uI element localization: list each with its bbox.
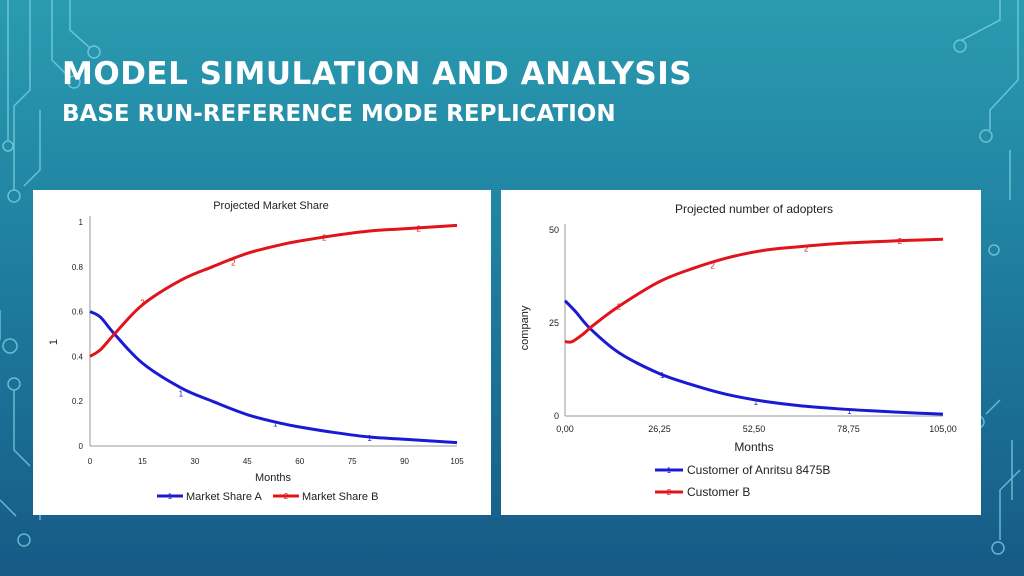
x-tick-label: 0,00 (556, 424, 574, 434)
series-marker-label: 1 (660, 371, 665, 380)
x-tick-label: 30 (190, 457, 199, 466)
x-tick-label: 26,25 (648, 424, 671, 434)
legend-marker-b: 2 (667, 488, 672, 497)
x-tick-label: 75 (348, 457, 357, 466)
series-marker-label: 2 (322, 234, 327, 243)
x-tick-label: 0 (88, 457, 93, 466)
adopters-chart-panel: Projected number of adopters company Mon… (501, 190, 981, 515)
legend: 1 Customer of Anritsu 8475B 2 Customer B (655, 463, 830, 499)
series-marker-label: 2 (898, 237, 903, 246)
market-share-chart: Projected Market Share 1 Months 1 Market… (48, 200, 464, 503)
x-tick-label: 90 (400, 457, 409, 466)
adopters-chart: Projected number of adopters company Mon… (519, 202, 957, 499)
x-tick-label: 60 (295, 457, 304, 466)
series-marker-label: 2 (617, 302, 622, 311)
y-tick-label: 0.6 (72, 308, 84, 317)
x-axis-label: Months (255, 472, 292, 484)
x-tick-label: 105,00 (929, 424, 957, 434)
legend-label-b: Customer B (687, 485, 750, 499)
x-tick-label: 52,50 (743, 424, 766, 434)
y-tick-label: 0.2 (72, 397, 84, 406)
series-line-b (89, 223, 458, 358)
slide-title: MODEL SIMULATION AND ANALYSIS (62, 56, 693, 92)
series-marker-label: 1 (367, 434, 372, 443)
legend-label-a: Customer of Anritsu 8475B (687, 463, 830, 477)
series-marker-label: 1 (273, 420, 278, 429)
y-tick-label: 0.4 (72, 352, 84, 361)
y-tick-label: 0 (554, 411, 559, 421)
series-marker-label: 2 (140, 299, 145, 308)
chart-title: Projected Market Share (213, 200, 329, 212)
series-marker-label: 2 (231, 258, 236, 267)
series-line-b (564, 237, 944, 344)
y-tick-label: 0 (79, 442, 84, 451)
chart-title: Projected number of adopters (675, 202, 833, 216)
x-tick-label: 45 (243, 457, 252, 466)
legend-marker-a: 1 (667, 466, 672, 475)
y-tick-label: 0.8 (72, 263, 84, 272)
market-share-chart-panel: Projected Market Share 1 Months 1 Market… (33, 190, 491, 515)
legend: 1 Market Share A 2 Market Share B (157, 491, 378, 503)
y-tick-label: 50 (549, 225, 559, 235)
x-tick-label: 105 (450, 457, 464, 466)
y-axis-label: 1 (48, 339, 60, 345)
legend-label-b: Market Share B (302, 491, 378, 503)
series-marker-label: 1 (754, 398, 759, 407)
series-marker-label: 2 (804, 245, 809, 254)
series-marker-label: 2 (416, 225, 421, 234)
slide-subtitle: BASE RUN-REFERENCE MODE REPLICATION (62, 101, 616, 127)
x-tick-label: 15 (138, 457, 147, 466)
series-marker-label: 2 (710, 261, 715, 270)
legend-marker-a: 1 (168, 492, 173, 501)
series-marker-label: 1 (847, 407, 852, 416)
y-tick-label: 25 (549, 318, 559, 328)
y-axis-label: company (519, 305, 531, 350)
legend-marker-b: 2 (284, 492, 289, 501)
legend-label-a: Market Share A (186, 491, 262, 503)
x-axis-label: Months (734, 440, 773, 454)
x-tick-label: 78,75 (837, 424, 860, 434)
y-tick-label: 1 (79, 218, 84, 227)
series-marker-label: 1 (179, 389, 184, 398)
